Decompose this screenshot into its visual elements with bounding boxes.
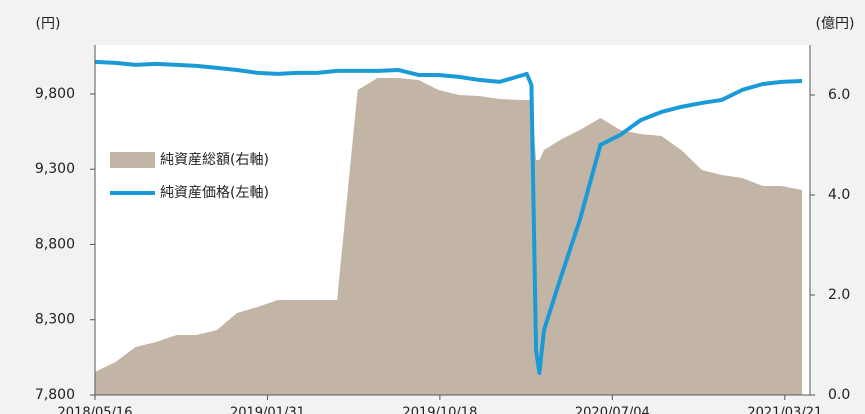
x-tick-label: 2020/07/04 <box>575 406 650 414</box>
y-tick-label: 9,300 <box>35 161 75 177</box>
x-tick-label: 2018/05/16 <box>58 406 133 414</box>
area <box>95 78 803 395</box>
x-tick-label: 2019/01/31 <box>230 406 305 414</box>
y-tick-label: 8,300 <box>35 312 75 328</box>
legend-label: 純資産総額(右軸) <box>160 152 269 168</box>
line <box>94 59 803 376</box>
y2-tick-label: 6.0 <box>828 87 850 103</box>
y2-axis-label: (億円) <box>816 16 855 32</box>
legend-swatch <box>110 152 155 168</box>
y-tick-label: 7,800 <box>35 387 75 403</box>
y-tick-label: 9,800 <box>35 86 75 102</box>
x-tick-label: 2021/03/21 <box>747 406 822 414</box>
y2-tick-label: 4.0 <box>828 187 850 203</box>
x-tick-label: 2019/10/18 <box>402 406 477 414</box>
y2-tick-label: 2.0 <box>828 287 850 303</box>
y-tick-label: 8,800 <box>35 236 75 252</box>
y-axis-label: (円) <box>36 16 61 32</box>
legend-label: 純資産価格(左軸) <box>160 185 269 201</box>
y2-tick-label: 0.0 <box>828 387 850 403</box>
